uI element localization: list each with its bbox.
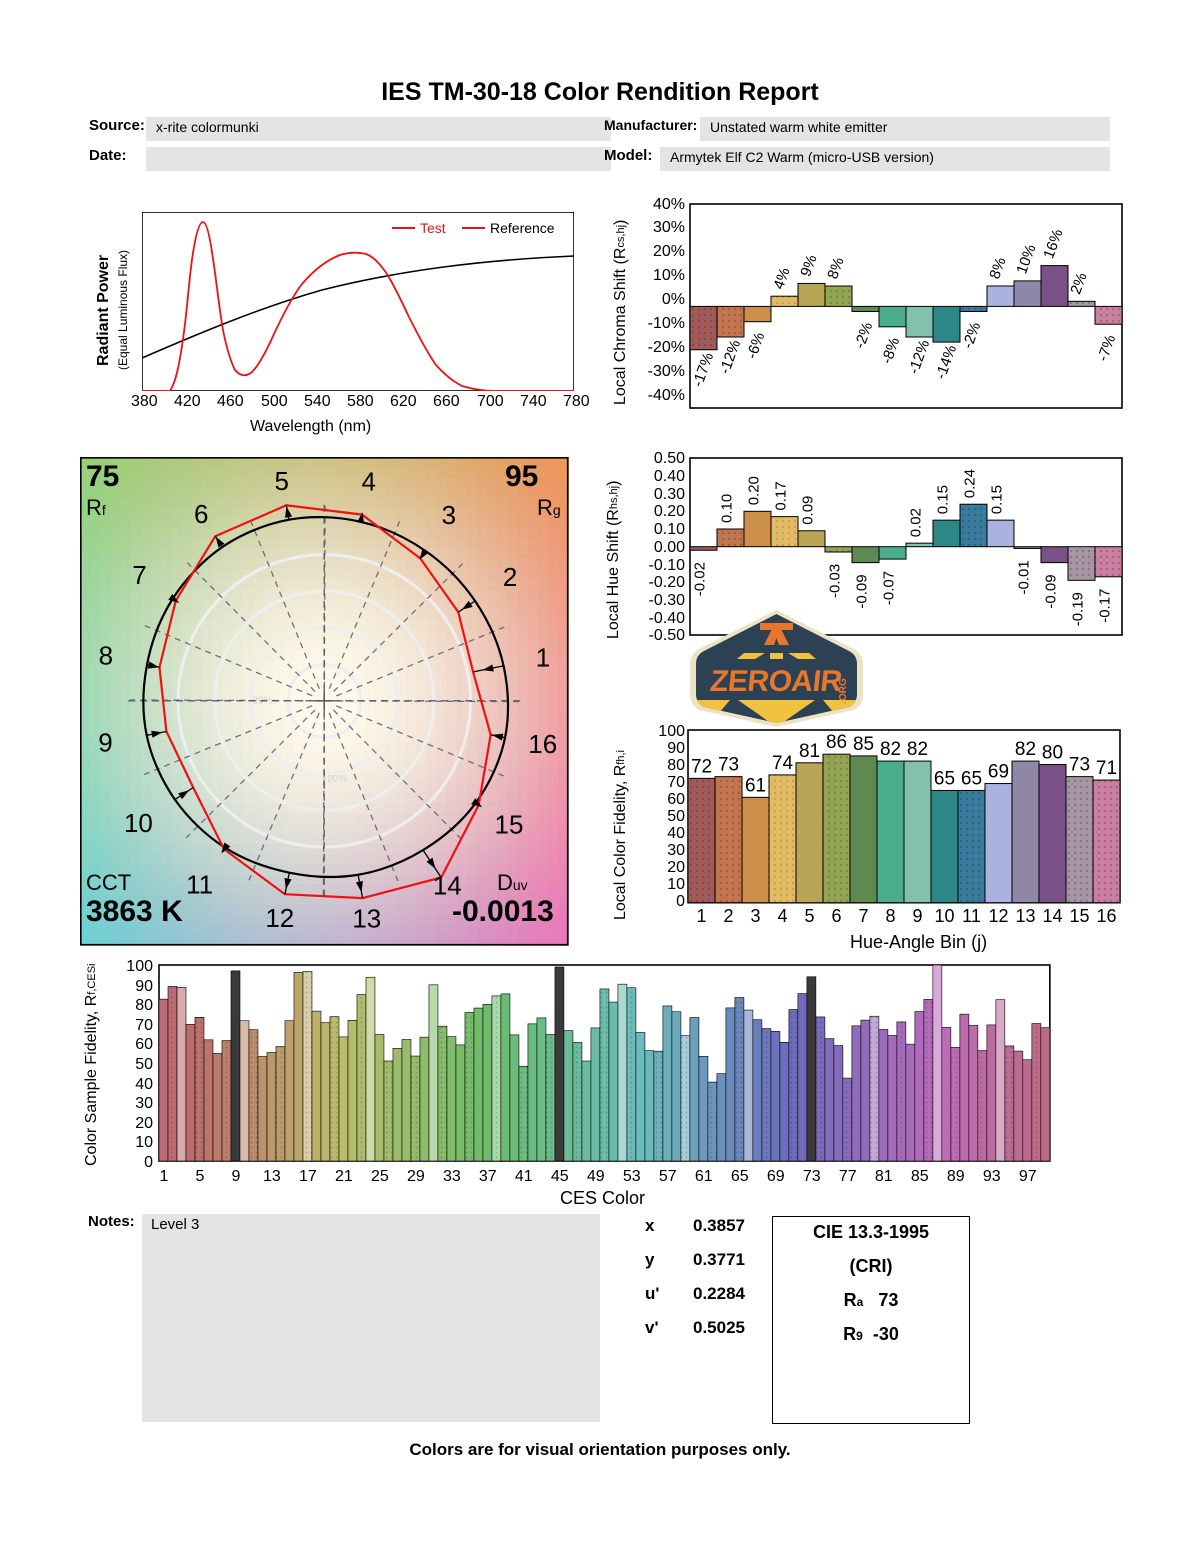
- svg-text:-0.01: -0.01: [1015, 560, 1032, 594]
- svg-text:85: 85: [853, 734, 874, 755]
- svg-text:ZEROAIR: ZEROAIR: [709, 665, 845, 698]
- svg-text:-0.07: -0.07: [880, 571, 897, 605]
- svg-text:0.15: 0.15: [988, 485, 1005, 514]
- svg-text:8%: 8%: [824, 256, 847, 282]
- svg-text:0.10: 0.10: [718, 494, 735, 523]
- svg-text:86: 86: [826, 733, 847, 754]
- svg-text:61: 61: [745, 776, 766, 797]
- svg-text:-6%: -6%: [743, 331, 768, 362]
- svg-text:82: 82: [1015, 739, 1036, 760]
- svg-text:7: 7: [132, 560, 146, 590]
- svg-text:-0.19: -0.19: [1069, 592, 1086, 626]
- svg-text:0.02: 0.02: [907, 508, 924, 537]
- svg-text:12: 12: [265, 903, 294, 933]
- svg-text:.ORG: .ORG: [838, 678, 849, 704]
- svg-text:9%: 9%: [797, 253, 820, 279]
- svg-text:5: 5: [274, 466, 288, 496]
- svg-text:69: 69: [988, 762, 1009, 783]
- svg-text:81: 81: [799, 741, 820, 762]
- svg-text:13: 13: [352, 904, 381, 934]
- svg-text:2: 2: [503, 562, 517, 592]
- svg-text:74: 74: [772, 753, 793, 774]
- svg-text:73: 73: [1069, 755, 1090, 776]
- svg-text:65: 65: [961, 769, 982, 790]
- svg-text:8: 8: [99, 640, 113, 670]
- svg-text:82: 82: [880, 739, 901, 760]
- svg-text:11: 11: [186, 870, 213, 900]
- svg-text:10%: 10%: [1013, 243, 1039, 277]
- svg-text:4%: 4%: [770, 266, 793, 292]
- svg-text:-2%: -2%: [959, 320, 984, 351]
- svg-text:10: 10: [124, 808, 153, 838]
- svg-text:0.15: 0.15: [934, 485, 951, 514]
- svg-text:0.17: 0.17: [772, 481, 789, 510]
- svg-text:73: 73: [718, 755, 739, 776]
- svg-text:0.20: 0.20: [745, 476, 762, 505]
- svg-text:9: 9: [98, 727, 112, 757]
- svg-text:15: 15: [495, 809, 524, 839]
- svg-text:65: 65: [934, 769, 955, 790]
- svg-text:Test: Test: [420, 220, 446, 236]
- svg-text:-8%: -8%: [878, 336, 903, 367]
- svg-text:Reference: Reference: [490, 220, 555, 236]
- svg-text:-0.09: -0.09: [1042, 574, 1059, 608]
- svg-text:8%: 8%: [986, 256, 1009, 282]
- svg-text:72: 72: [691, 757, 712, 778]
- svg-text:16: 16: [528, 729, 557, 759]
- svg-text:4: 4: [361, 466, 375, 496]
- svg-text:-14%: -14%: [932, 343, 960, 382]
- svg-text:3: 3: [442, 500, 456, 530]
- svg-text:16%: 16%: [1040, 227, 1066, 261]
- svg-text:-0.09: -0.09: [853, 574, 870, 608]
- svg-text:+20%: +20%: [321, 774, 347, 785]
- svg-text:-0.02: -0.02: [691, 562, 708, 596]
- svg-text:0.09: 0.09: [799, 496, 816, 525]
- svg-text:80: 80: [1042, 743, 1063, 764]
- svg-text:-7%: -7%: [1094, 333, 1119, 364]
- svg-text:0.24: 0.24: [961, 469, 978, 498]
- svg-text:2%: 2%: [1067, 271, 1090, 297]
- svg-text:-0.03: -0.03: [826, 564, 843, 598]
- svg-text:-0.17: -0.17: [1096, 589, 1113, 623]
- svg-text:-12%: -12%: [716, 338, 744, 377]
- svg-text:-12%: -12%: [905, 338, 933, 377]
- svg-text:6: 6: [194, 499, 208, 529]
- svg-text:-2%: -2%: [851, 320, 876, 351]
- svg-text:-17%: -17%: [689, 351, 717, 390]
- svg-text:1: 1: [536, 642, 550, 672]
- svg-text:82: 82: [907, 739, 928, 760]
- svg-text:71: 71: [1096, 758, 1117, 779]
